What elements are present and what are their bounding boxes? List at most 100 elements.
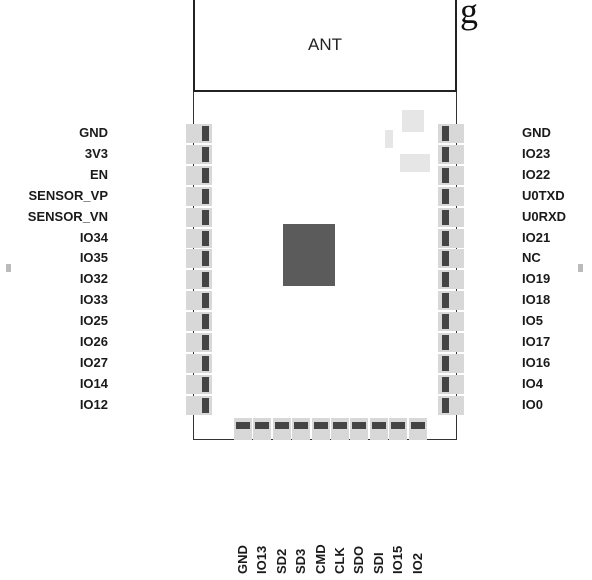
pad-metal <box>371 422 386 429</box>
pad-metal <box>202 376 209 392</box>
right-pin-label: U0RXD <box>522 208 567 224</box>
bottom-pin-label: CMD <box>312 544 328 574</box>
bottom-pin-pad <box>408 418 427 440</box>
left-pin-pad <box>186 353 212 373</box>
left-pin-pad <box>186 165 212 185</box>
pad-metal <box>442 126 449 141</box>
pad-metal <box>442 293 449 309</box>
right-pin-label: IO4 <box>522 375 543 391</box>
pad-metal <box>352 422 367 429</box>
antenna-area: ANT <box>193 0 457 92</box>
antenna-divider <box>193 90 457 92</box>
right-pin-label: IO16 <box>522 354 551 370</box>
left-pin-pad <box>186 291 212 311</box>
right-pin-label: IO21 <box>522 229 551 245</box>
left-pin-label: IO33 <box>79 292 108 308</box>
right-pin-pad <box>438 270 464 290</box>
pad-metal <box>442 272 449 288</box>
left-pin-label: GND <box>79 125 108 140</box>
bottom-pin-label: IO15 <box>390 545 406 574</box>
right-pin-label: IO22 <box>522 166 551 182</box>
right-pin-label: IO18 <box>522 292 551 308</box>
bottom-pin-pad <box>311 418 330 440</box>
pad-metal <box>442 230 449 246</box>
antenna-label: ANT <box>308 35 342 54</box>
left-pin-label: IO34 <box>79 229 108 245</box>
bottom-pin-label: GND <box>235 545 250 574</box>
left-pin-label: IO12 <box>79 396 108 412</box>
edge-mark-right <box>578 264 583 272</box>
edge-mark-left <box>6 264 11 272</box>
left-pin-label: IO25 <box>79 313 108 329</box>
bottom-pin-label: SD3 <box>293 548 309 574</box>
bottom-pin-label: SDI <box>370 552 386 574</box>
pad-metal <box>202 146 209 162</box>
pad-metal <box>202 314 209 330</box>
pad-metal <box>442 397 449 413</box>
bottom-pin-label: SD2 <box>273 548 289 574</box>
right-pin-pad <box>438 333 464 352</box>
pad-metal <box>442 376 449 392</box>
left-pin-label: SENSOR_VN <box>27 208 108 224</box>
pad-metal <box>202 397 209 413</box>
right-pin-label: IO23 <box>522 145 551 161</box>
pad-metal <box>391 422 406 429</box>
right-pin-pad <box>438 312 464 332</box>
pad-metal <box>255 422 270 429</box>
bottom-pin-pad <box>369 418 388 440</box>
bottom-pin-label: CLK <box>332 547 347 574</box>
pad-metal <box>313 422 328 429</box>
right-pin-pad <box>438 124 464 143</box>
bottom-pin-pad <box>331 418 349 440</box>
pad-metal <box>333 422 347 429</box>
pad-metal <box>442 251 449 267</box>
right-pin-pad <box>438 165 464 185</box>
right-pin-pad <box>438 207 464 227</box>
pad-metal <box>442 188 449 204</box>
shield-mark-small <box>385 130 393 148</box>
right-pin-label: IO5 <box>522 313 543 329</box>
right-pin-pad <box>438 228 464 248</box>
right-pin-label: IO17 <box>522 334 551 349</box>
left-pin-label: IO35 <box>79 250 108 266</box>
pad-metal <box>202 251 209 267</box>
pad-metal <box>442 146 449 162</box>
bottom-pin-pad <box>234 418 252 440</box>
shield-mark-top <box>402 110 424 132</box>
right-pin-label: IO19 <box>522 271 551 287</box>
left-pin-pad <box>186 124 212 143</box>
pad-metal <box>442 209 449 225</box>
left-pin-label: SENSOR_VP <box>28 187 108 203</box>
left-pin-pad <box>186 395 212 415</box>
right-pin-pad <box>438 395 464 415</box>
pad-metal <box>202 167 209 183</box>
pad-metal <box>442 167 449 183</box>
pad-metal <box>202 126 209 141</box>
shield-mark-middle <box>400 154 430 172</box>
pad-metal <box>442 314 449 330</box>
right-pin-label: GND <box>522 125 551 140</box>
left-pin-pad <box>186 228 212 248</box>
bottom-pin-pad <box>389 418 408 440</box>
pad-metal <box>202 230 209 246</box>
bottom-pin-pad <box>272 418 291 440</box>
left-pin-pad <box>186 186 212 206</box>
pad-metal <box>202 209 209 225</box>
header-text-fragment: g <box>460 0 478 31</box>
right-pin-pad <box>438 353 464 373</box>
right-pin-pad <box>438 291 464 311</box>
right-pin-pad <box>438 374 464 394</box>
pad-metal <box>202 272 209 288</box>
chip <box>283 224 335 286</box>
left-pin-pad <box>186 270 212 290</box>
right-pin-label: U0TXD <box>522 187 565 203</box>
pad-metal <box>202 188 209 204</box>
pad-metal <box>294 422 309 429</box>
left-pin-label: IO27 <box>79 354 108 370</box>
left-pin-pad <box>186 312 212 332</box>
left-pin-label: IO26 <box>79 334 108 349</box>
right-pin-pad <box>438 186 464 206</box>
pad-metal <box>410 422 425 429</box>
right-pin-label: IO0 <box>522 396 543 412</box>
right-pin-pad <box>438 249 464 269</box>
